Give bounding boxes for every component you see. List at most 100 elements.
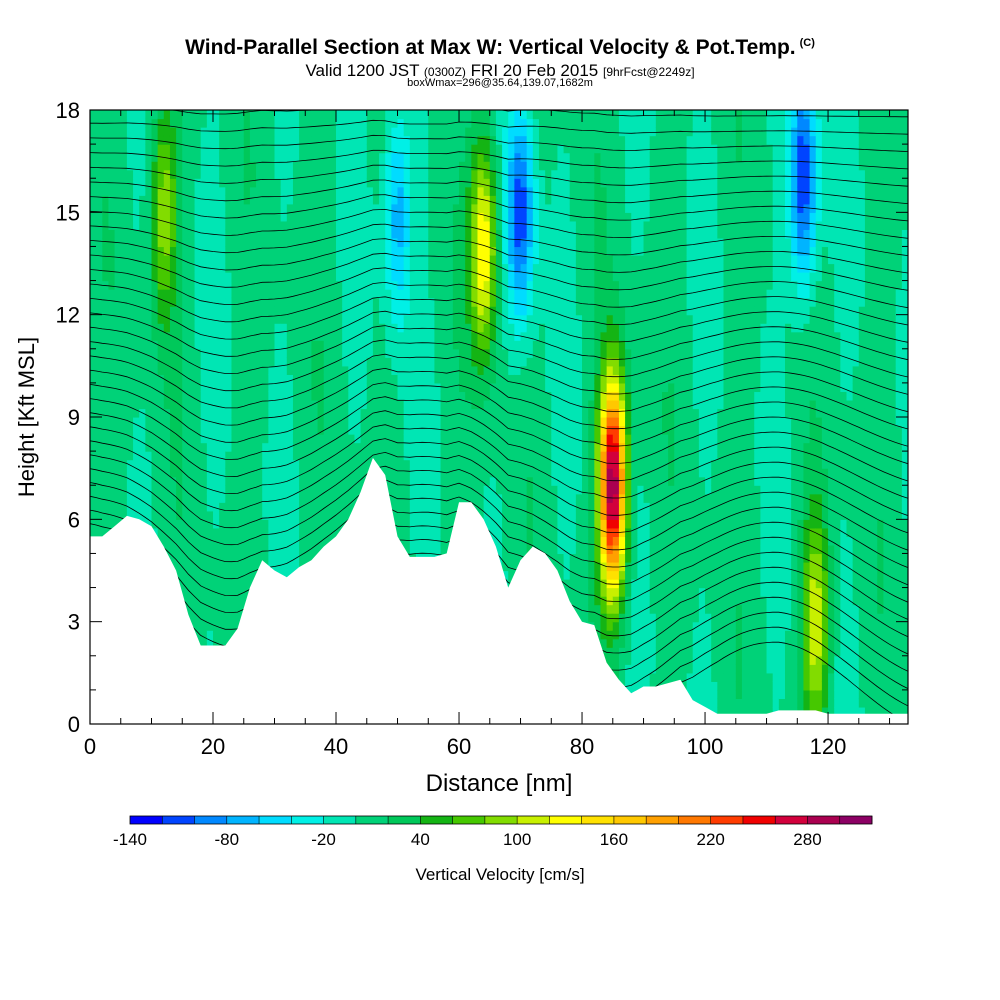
velocity-cell [440,195,448,205]
velocity-cell [471,263,479,273]
velocity-cell [182,476,190,486]
velocity-cell [237,493,245,503]
velocity-cell [114,203,122,213]
velocity-cell [348,178,356,188]
velocity-cell [231,229,239,239]
velocity-cell [299,408,306,418]
velocity-cell [188,229,196,239]
velocity-cell [483,297,491,307]
velocity-cell [422,195,429,205]
velocity-cell [483,169,491,179]
velocity-cell [126,374,134,384]
velocity-cell [182,425,190,435]
velocity-cell [262,391,269,401]
velocity-cell [336,468,343,478]
velocity-cell [342,485,349,495]
velocity-cell [354,237,362,248]
velocity-cell [231,434,239,444]
velocity-cell [452,237,460,248]
velocity-cell [256,544,263,555]
velocity-cell [477,340,485,350]
velocity-cell [508,391,515,401]
velocity-cell [96,399,103,410]
velocity-cell [459,127,466,137]
velocity-cell [409,144,417,154]
velocity-cell [342,425,349,435]
velocity-cell [256,502,263,512]
velocity-cell [126,468,134,478]
velocity-cell [188,144,196,154]
velocity-cell [372,263,380,273]
velocity-cell [403,152,411,162]
velocity-cell [391,357,399,367]
velocity-cell [274,434,282,444]
velocity-cell [145,382,153,393]
velocity-cell [213,630,220,640]
velocity-cell [299,127,306,137]
velocity-cell [213,263,220,273]
velocity-cell [452,408,460,418]
velocity-cell [465,434,472,444]
velocity-cell [372,118,380,128]
velocity-cell [366,408,374,418]
velocity-cell [268,536,276,546]
velocity-cell [151,203,159,213]
velocity-cell [397,254,405,265]
velocity-cell [182,485,190,495]
velocity-cell [225,331,233,341]
velocity-cell [169,178,177,188]
velocity-cell [200,144,208,154]
velocity-cell [311,408,319,418]
velocity-cell [163,544,171,555]
velocity-cell [126,306,134,316]
velocity-cell [249,425,257,435]
velocity-cell [182,246,190,256]
velocity-cell [397,272,405,282]
velocity-cell [151,195,159,205]
velocity-cell [403,357,411,367]
velocity-cell [489,212,497,222]
velocity-cell [372,127,380,137]
velocity-cell [428,246,436,256]
velocity-cell [342,203,349,213]
velocity-cell [495,442,503,452]
velocity-cell [477,237,485,248]
velocity-cell [176,203,183,213]
velocity-cell [133,340,140,350]
velocity-cell [194,263,202,273]
velocity-cell [96,220,103,230]
velocity-cell [231,417,239,427]
velocity-cell [477,289,485,299]
velocity-cell [120,306,128,316]
velocity-cell [292,348,300,358]
velocity-cell [182,348,190,358]
velocity-cell [219,178,226,188]
velocity-cell [169,527,177,537]
velocity-cell [145,493,153,503]
velocity-cell [96,178,103,188]
velocity-cell [213,417,220,427]
velocity-cell [256,237,263,248]
velocity-cell [372,306,380,316]
velocity-cell [385,306,392,316]
velocity-cell [102,399,110,410]
velocity-cell [126,425,134,435]
velocity-cell [206,587,214,597]
velocity-cell [133,178,140,188]
velocity-cell [219,365,226,375]
velocity-cell [366,263,374,273]
velocity-cell [157,280,165,290]
velocity-cell [114,289,122,299]
velocity-cell [200,220,208,230]
velocity-cell [317,280,325,290]
velocity-cell [391,229,399,239]
velocity-cell [200,357,208,367]
velocity-cell [452,442,460,452]
velocity-cell [348,263,356,273]
velocity-cell [231,127,239,137]
velocity-cell [274,144,282,154]
velocity-cell [90,127,97,137]
velocity-cell [256,391,263,401]
velocity-cell [459,254,466,265]
velocity-cell [102,169,110,179]
